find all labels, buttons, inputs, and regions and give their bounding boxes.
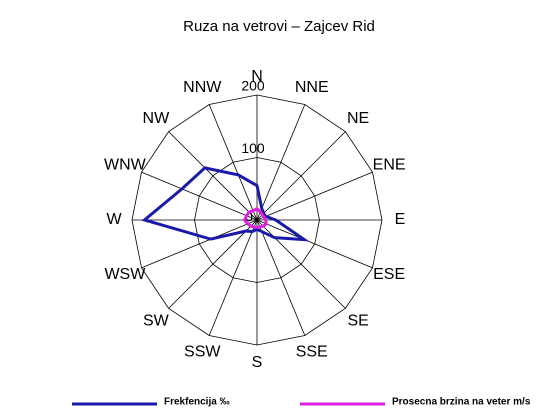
spoke: [141, 171, 258, 221]
spoke: [168, 131, 258, 221]
spoke: [256, 131, 346, 221]
direction-label: SSW: [184, 343, 221, 360]
spoke: [208, 219, 258, 336]
series-line: [242, 206, 268, 230]
spoke: [256, 219, 306, 336]
direction-label: SSE: [296, 343, 328, 360]
legend-label: Prosecna brzina na veter m/s: [392, 397, 531, 408]
direction-label: S: [252, 354, 263, 371]
direction-label: N: [251, 68, 263, 85]
spoke: [256, 219, 373, 269]
direction-label: WNW: [104, 156, 147, 173]
chart-title: Ruza na vetrovi – Zajcev Rid: [183, 18, 375, 35]
spoke: [168, 219, 258, 309]
direction-label: NNW: [183, 79, 222, 96]
direction-label: NNE: [295, 79, 329, 96]
spoke: [256, 171, 373, 221]
legend-label: Frekfencija ‰: [164, 397, 230, 408]
direction-label: E: [395, 211, 406, 228]
series-line: [141, 166, 310, 242]
spoke: [208, 104, 258, 221]
direction-label: WSW: [104, 266, 146, 283]
direction-label: ESE: [373, 266, 405, 283]
direction-label: NE: [347, 110, 369, 127]
direction-label: SW: [143, 312, 170, 329]
spoke: [141, 219, 258, 269]
direction-label: ENE: [373, 156, 406, 173]
direction-label: W: [106, 211, 122, 228]
r-tick-label: 0: [245, 209, 253, 225]
r-tick-label: 100: [241, 140, 265, 156]
direction-label: NW: [143, 110, 171, 127]
r-tick-label: 200: [241, 78, 265, 94]
spoke: [256, 219, 346, 309]
direction-label: SE: [347, 312, 368, 329]
spoke: [256, 104, 306, 221]
